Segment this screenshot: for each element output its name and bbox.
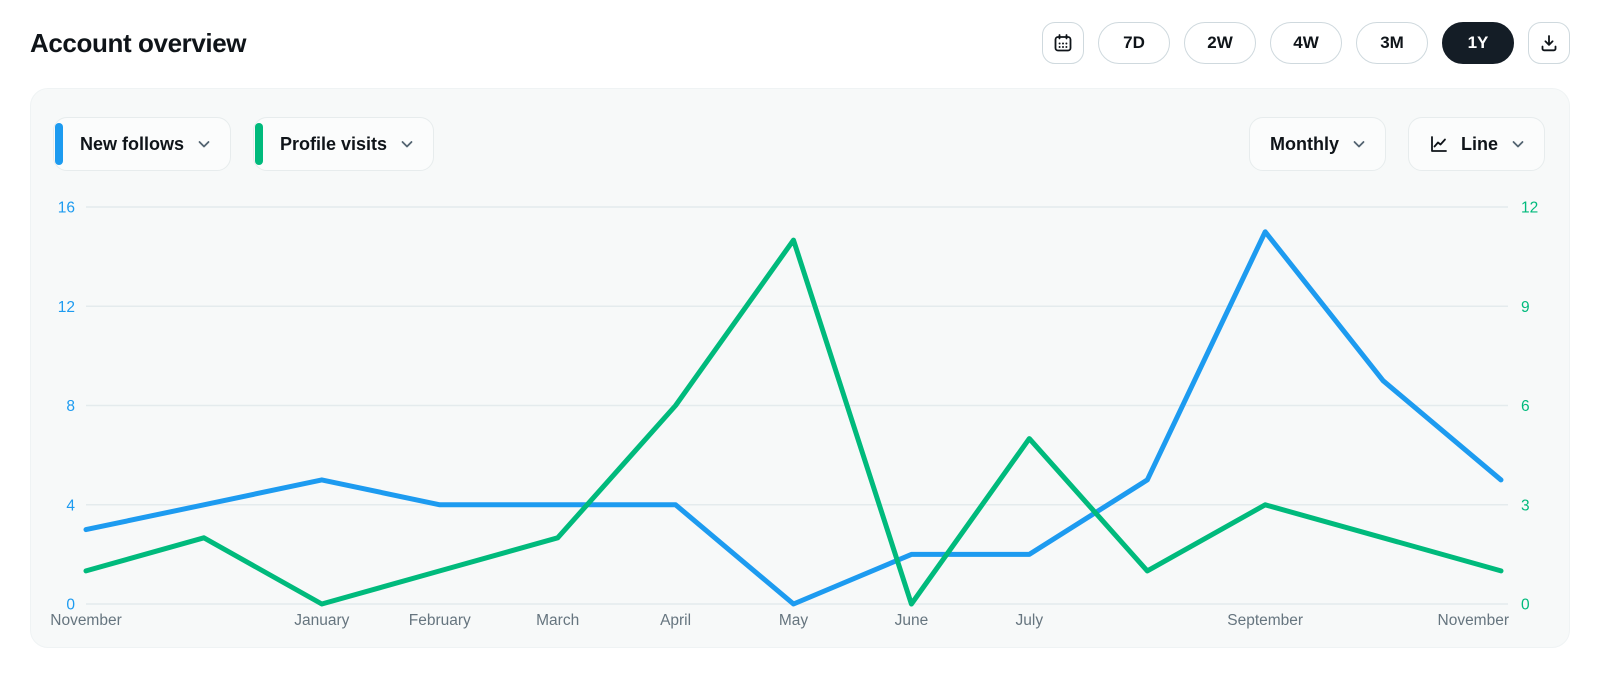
left-axis-tick-label: 8 [66, 398, 75, 415]
series-selector-profile-visits[interactable]: Profile visits [253, 117, 435, 171]
new-follows-line [83, 229, 1504, 607]
range-button-1y[interactable]: 1Y [1442, 22, 1514, 64]
chart-type-label: Line [1460, 133, 1498, 154]
right-axis-tick-label: 0 [1521, 597, 1530, 614]
series-accent-bar-green [255, 123, 264, 165]
right-axis-tick-label: 12 [1521, 200, 1538, 217]
series-selectors: New follows Profile visits [53, 117, 435, 171]
x-axis-label: July [1016, 612, 1044, 629]
chevron-down-icon [1512, 141, 1524, 148]
line-chart-icon [1431, 136, 1447, 152]
calendar-icon [1054, 34, 1072, 52]
x-axis-label: November [1438, 612, 1510, 629]
left-axis-tick-label: 12 [58, 299, 75, 316]
chart-type-selector[interactable]: Line [1407, 117, 1545, 171]
left-axis-tick-label: 16 [58, 200, 75, 217]
series-accent-bar-blue [55, 123, 63, 165]
chart-options: Monthly Line [1248, 117, 1545, 171]
header: Account overview 7D 2W 4W 3M 1Y [0, 0, 1600, 88]
left-axis-tick-label: 0 [66, 597, 75, 614]
right-axis-tick-label: 3 [1521, 497, 1530, 514]
range-button-7d[interactable]: 7D [1098, 22, 1170, 64]
analytics-page: Account overview 7D 2W 4W 3M 1Y [0, 0, 1600, 648]
series-selector-new-follows[interactable]: New follows [53, 117, 232, 171]
chevron-down-icon [401, 141, 413, 148]
x-axis-label: January [294, 612, 349, 629]
chart-card-header: New follows Profile visits Monthly [53, 117, 1545, 171]
chart-card: New follows Profile visits Monthly [30, 88, 1570, 648]
granularity-label: Monthly [1269, 133, 1339, 154]
line-chart: 0 4 8 12 16 0 3 6 9 12 November January February Marc… [50, 200, 1538, 630]
x-axis-label: February [409, 612, 471, 629]
x-axis-label: June [895, 612, 929, 629]
range-button-4w[interactable]: 4W [1270, 22, 1342, 64]
x-axis-label: April [660, 612, 691, 629]
right-axis-tick-label: 9 [1521, 299, 1530, 316]
x-axis-label: May [779, 612, 809, 629]
x-axis-label: March [536, 612, 579, 629]
range-button-2w[interactable]: 2W [1184, 22, 1256, 64]
download-button[interactable] [1528, 22, 1570, 64]
series-selector-label: New follows [80, 133, 185, 154]
series-selector-label: Profile visits [280, 133, 388, 154]
download-icon [1541, 35, 1557, 52]
chevron-down-icon [198, 141, 210, 148]
profile-visits-line [83, 237, 1504, 607]
granularity-selector[interactable]: Monthly [1248, 117, 1386, 171]
x-axis-label: November [50, 612, 122, 629]
calendar-button[interactable] [1042, 22, 1084, 64]
range-controls: 7D 2W 4W 3M 1Y [1042, 22, 1570, 64]
right-axis-tick-label: 6 [1521, 398, 1530, 415]
left-axis-tick-label: 4 [66, 497, 75, 514]
page-title: Account overview [30, 27, 247, 58]
range-button-3m[interactable]: 3M [1356, 22, 1428, 64]
x-axis-label: September [1227, 612, 1303, 629]
chevron-down-icon [1353, 141, 1365, 148]
